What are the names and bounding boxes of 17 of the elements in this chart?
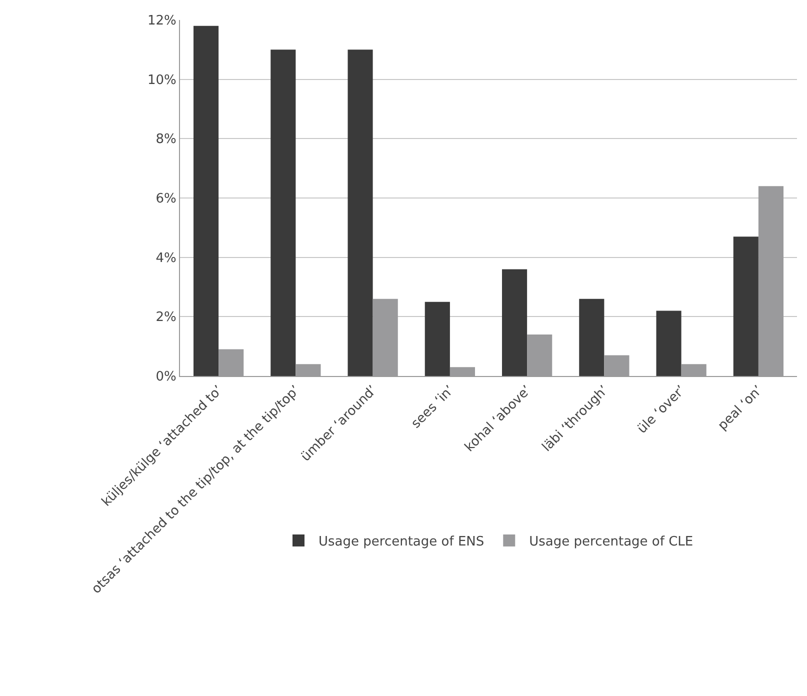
bar — [348, 50, 373, 376]
y-tick-label: 0% — [156, 370, 176, 385]
bar — [502, 269, 528, 376]
y-tick-label: 4% — [156, 250, 176, 266]
bar — [579, 298, 604, 376]
legend-label: Usage percentage of CLE — [529, 534, 694, 550]
y-tick-label: 12% — [147, 14, 176, 29]
bar — [733, 236, 758, 376]
bar — [194, 26, 219, 376]
bar — [270, 50, 296, 376]
bar — [656, 310, 682, 376]
y-tick-label: 2% — [156, 310, 176, 326]
y-tick-label: 6% — [156, 192, 176, 207]
bar — [424, 302, 450, 376]
y-tick-label: 10% — [147, 72, 176, 88]
y-tick-label: 8% — [156, 132, 176, 148]
legend-label: Usage percentage of ENS — [318, 534, 484, 550]
